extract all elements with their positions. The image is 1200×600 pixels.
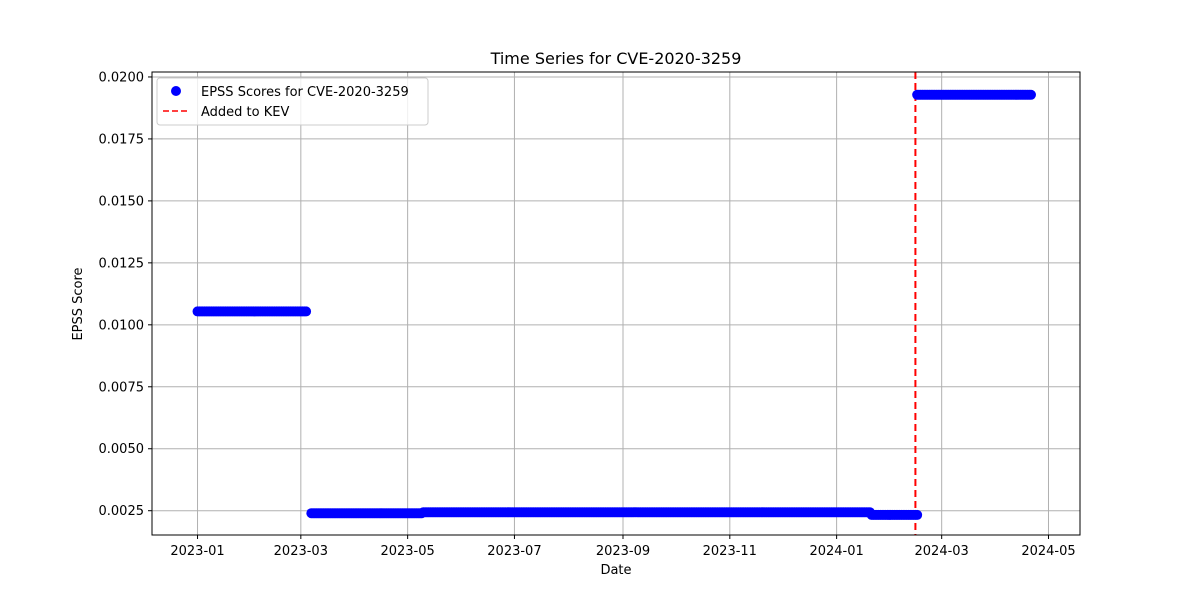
legend-frame [156, 77, 429, 126]
y-tick-label: 0.0100 [99, 318, 145, 333]
legend-marker-epss [171, 86, 181, 96]
y-tick-label: 0.0075 [99, 380, 145, 395]
chart-title: Time Series for CVE-2020-3259 [490, 49, 742, 68]
y-tick-label: 0.0125 [99, 256, 145, 271]
x-tick-label: 2024-03 [915, 544, 969, 559]
x-tick-label: 2023-07 [487, 544, 541, 559]
data-points [192, 89, 1036, 520]
x-tick-label: 2023-09 [596, 544, 650, 559]
x-tick-label: 2024-05 [1021, 544, 1075, 559]
x-tick-label: 2023-01 [170, 544, 224, 559]
y-axis-label: EPSS Score [71, 267, 86, 340]
x-tick-label: 2023-05 [380, 544, 434, 559]
y-tick-label: 0.0175 [99, 132, 145, 147]
x-axis-ticks: 2023-01 2023-03 2023-05 2023-07 2023-09 2023-… [170, 535, 1076, 559]
legend-label-kev: Added to KEV [201, 105, 289, 120]
x-tick-label: 2024-01 [809, 544, 863, 559]
x-tick-label: 2023-03 [274, 544, 328, 559]
y-tick-label: 0.0050 [99, 442, 145, 457]
y-tick-label: 0.0150 [99, 194, 145, 209]
y-tick-label: 0.0200 [99, 70, 145, 85]
data-point [1025, 89, 1036, 100]
data-point [912, 509, 923, 520]
x-axis-label: Date [600, 563, 631, 578]
plot-area-frame [151, 71, 1081, 536]
legend-label-epss: EPSS Scores for CVE-2020-3259 [201, 85, 409, 100]
legend: EPSS Scores for CVE-2020-3259 Added to K… [156, 77, 429, 126]
x-tick-label: 2023-11 [703, 544, 757, 559]
y-axis-ticks: 0.0025 0.0050 0.0075 0.0100 0.0125 0.0150 0.01… [99, 70, 152, 519]
y-tick-label: 0.0025 [99, 504, 145, 519]
data-point [301, 306, 312, 317]
